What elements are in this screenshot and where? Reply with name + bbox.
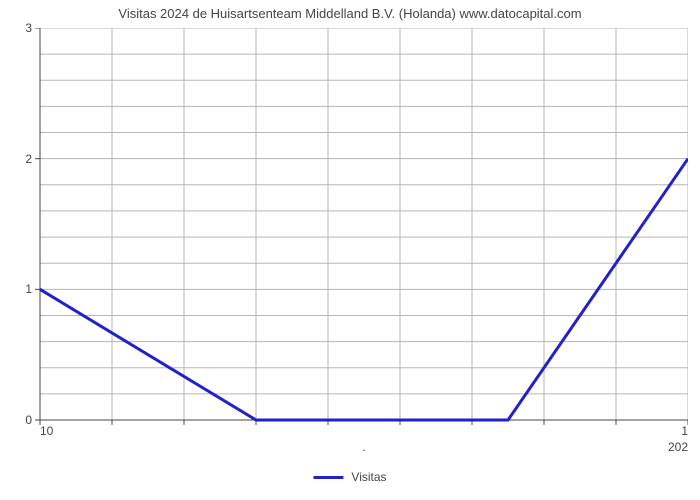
x-tick-label: 1 [681,424,688,438]
y-tick-label: 1 [25,282,32,296]
y-tick-label: 2 [25,152,32,166]
y-tick-label: 0 [25,413,32,427]
chart-legend: Visitas [313,470,386,484]
legend-label: Visitas [351,470,386,484]
chart-title: Visitas 2024 de Huisartsenteam Middellan… [0,6,700,21]
legend-swatch [313,476,343,479]
chart-svg [34,28,688,426]
x-sub-label: 202 [668,440,688,454]
x-tick-label: 10 [40,424,53,438]
chart-plot-area: 0123101.202 [40,28,688,420]
y-tick-label: 3 [25,21,32,35]
x-sub-label: . [362,440,365,454]
